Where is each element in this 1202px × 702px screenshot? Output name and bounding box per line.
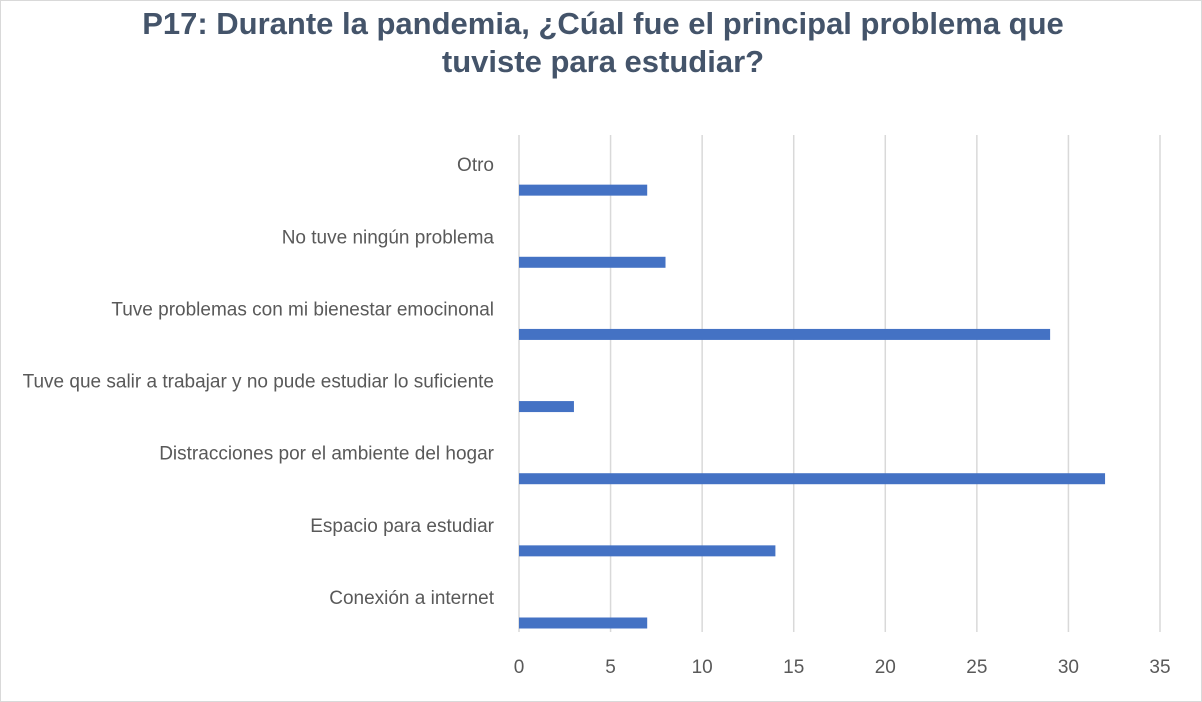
x-tick-label: 15 [783, 657, 804, 678]
category-label: Conexión a internet [329, 588, 494, 609]
bar [519, 401, 574, 413]
category-label: Otro [457, 155, 494, 176]
category-label: Espacio para estudiar [310, 516, 494, 537]
x-tick-label: 20 [875, 657, 896, 678]
x-tick-label: 10 [692, 657, 713, 678]
x-tick-label: 5 [605, 657, 616, 678]
category-label: Tuve que salir a trabajar y no pude estu… [23, 372, 494, 393]
x-tick-label: 35 [1149, 657, 1170, 678]
x-tick-label: 30 [1058, 657, 1079, 678]
bar [519, 256, 666, 268]
category-label: Distracciones por el ambiente del hogar [159, 444, 494, 465]
x-tick-label: 25 [966, 657, 987, 678]
x-tick-label: 0 [514, 657, 525, 678]
bar [519, 473, 1106, 485]
category-label: Tuve problemas con mi bienestar emocinon… [111, 299, 494, 320]
chart-title: P17: Durante la pandemia, ¿Cúal fue el p… [142, 6, 1064, 79]
bar [519, 617, 648, 629]
bar [519, 184, 648, 196]
category-label: No tuve ningún problema [282, 227, 495, 248]
bar [519, 545, 776, 557]
bar [519, 328, 1051, 340]
